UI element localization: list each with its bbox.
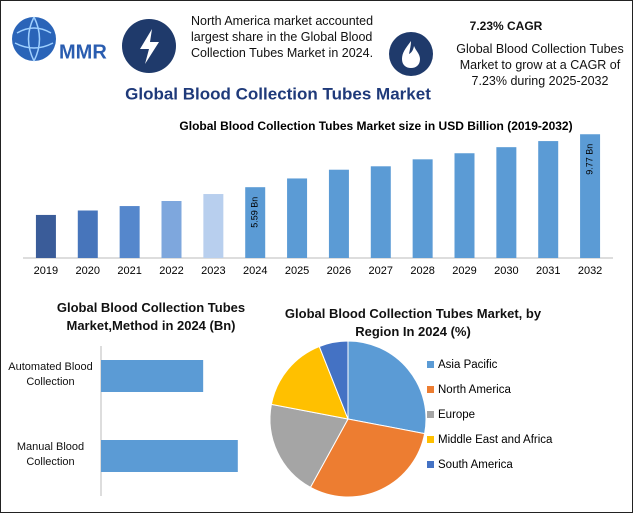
highlight-text: North America market accounted largest s…: [191, 14, 374, 60]
legend-label: Europe: [438, 409, 475, 421]
bar: [101, 440, 238, 472]
x-tick-label: 2025: [285, 265, 309, 277]
x-tick-label: 2023: [201, 265, 225, 277]
legend-label: South America: [438, 459, 513, 471]
legend-swatch: [427, 361, 434, 368]
flame: [402, 41, 420, 68]
hbar-title: Global Blood Collection Tubes Market,Met…: [56, 300, 246, 333]
x-tick-label: 2031: [536, 265, 560, 277]
bar: [412, 159, 433, 258]
legend-swatch: [427, 436, 434, 443]
bar: [370, 166, 391, 258]
x-tick-label: 2021: [117, 265, 141, 277]
pie-slice: [347, 340, 427, 435]
legend-label: Middle East and Africa: [438, 434, 553, 446]
legend-label: North America: [438, 384, 511, 396]
pie-slice: [309, 418, 426, 498]
bar: [203, 194, 224, 258]
bar: [328, 169, 349, 258]
logo-globe: [12, 17, 56, 61]
cagr-title: 7.23% CAGR: [469, 19, 543, 33]
bar: [35, 214, 56, 258]
cagr-text: Global Blood Collection Tubes Market to …: [456, 42, 624, 88]
legend-swatch: [427, 386, 434, 393]
pie-slice: [269, 403, 349, 489]
pie-slice: [270, 345, 349, 420]
x-tick-label: 2029: [452, 265, 476, 277]
bar: [496, 147, 517, 258]
main-title: Global Blood Collection Tubes Market: [125, 84, 431, 103]
pie-title: Global Blood Collection Tubes Market, by…: [284, 306, 542, 339]
x-tick-label: 2027: [369, 265, 393, 277]
logo-globe-lines: [14, 16, 54, 62]
x-tick-label: 2026: [327, 265, 351, 277]
x-tick-label: 2024: [243, 265, 267, 277]
legend-swatch: [427, 411, 434, 418]
legend-swatch: [427, 461, 434, 468]
bar: [101, 360, 204, 392]
legend-label: Asia Pacific: [438, 359, 498, 371]
x-tick-label: 2019: [34, 265, 58, 277]
bar: [161, 201, 182, 258]
logo-text: MMR: [59, 41, 107, 63]
x-tick-label: 2028: [410, 265, 434, 277]
bar: [119, 206, 140, 258]
x-tick-label: 2022: [159, 265, 183, 277]
bar: [454, 153, 475, 258]
category-label: Manual Blood Collection: [16, 441, 85, 468]
bar: [580, 134, 601, 258]
category-label: Automated Blood Collection: [8, 361, 93, 388]
x-tick-label: 2020: [76, 265, 100, 277]
x-tick-label: 2032: [578, 265, 602, 277]
bar: [245, 187, 266, 258]
bar: [77, 210, 98, 258]
bar: [538, 141, 559, 258]
x-tick-label: 2030: [494, 265, 518, 277]
bar-chart-title: Global Blood Collection Tubes Market siz…: [179, 119, 572, 133]
value-label: 5.59 Bn: [250, 197, 260, 228]
lightning: [140, 29, 159, 64]
pie-slice: [318, 340, 349, 420]
value-label: 9.77 Bn: [584, 144, 594, 175]
bar: [287, 178, 308, 258]
